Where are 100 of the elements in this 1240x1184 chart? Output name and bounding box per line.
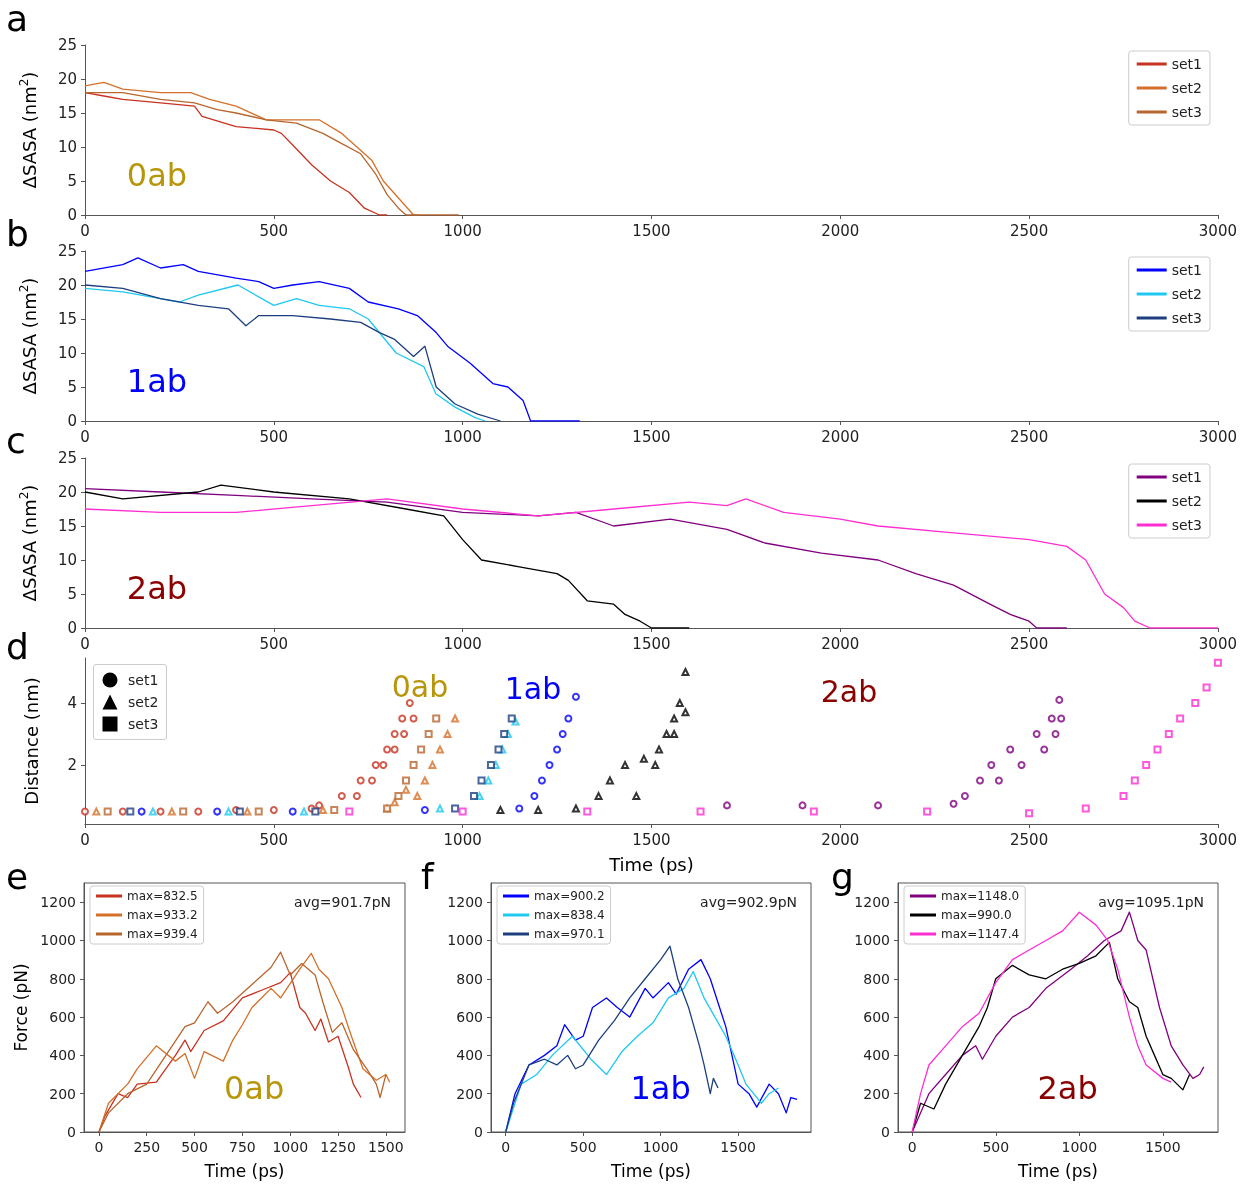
legend-label: set2 [1171, 286, 1203, 302]
y-tick-label: 2 [67, 756, 77, 775]
chart-title: f [421, 855, 435, 897]
annotation: 1ab [504, 670, 562, 706]
y-tick-label: 5 [67, 585, 77, 603]
x-tick-label: 2500 [1010, 634, 1049, 653]
y-tick-label: 10 [57, 344, 77, 362]
annotation: 2ab [1037, 1069, 1098, 1107]
y-axis-title: Force (pN) [10, 963, 31, 1052]
x-tick-label: 2000 [821, 427, 860, 446]
y-tick-label: 1000 [40, 932, 76, 949]
legend-label: max=990.0 [941, 908, 1012, 922]
y-tick-label: 10 [57, 138, 77, 156]
legend-label: max=970.1 [534, 927, 605, 941]
y-tick-label: 20 [57, 483, 77, 501]
chart-title: g [831, 855, 854, 897]
annotation: 0ab [391, 668, 449, 704]
legend-label: set3 [1171, 517, 1203, 533]
y-tick-label: 15 [57, 517, 77, 535]
y-tick-label: 0 [67, 206, 77, 224]
y-tick-label: 800 [456, 970, 483, 987]
x-tick-label: 0 [80, 427, 90, 446]
y-tick-label: 25 [57, 36, 77, 54]
y-tick-label: 400 [49, 1047, 76, 1064]
x-axis-title: Time (ps) [203, 1160, 285, 1181]
x-tick-label: 500 [259, 221, 289, 240]
legend-label: set3 [1171, 310, 1203, 326]
x-tick-label: 1000 [272, 1139, 309, 1155]
y-tick-label: 1000 [854, 932, 890, 949]
y-axis-title: ΔSASA (nm2) [17, 484, 40, 602]
x-tick-label: 500 [259, 427, 289, 446]
x-tick-label: 2000 [821, 221, 860, 240]
chart-title: c [6, 419, 26, 461]
y-tick-label: 10 [57, 551, 77, 569]
x-tick-label: 3000 [1198, 427, 1238, 446]
x-tick-label: 500 [982, 1139, 1010, 1155]
x-tick-label: 2000 [821, 634, 860, 653]
y-tick-label: 0 [474, 1124, 483, 1140]
legend-label: max=933.2 [127, 908, 198, 922]
x-tick-label: 0 [94, 1139, 104, 1155]
y-tick-label: 20 [57, 70, 77, 88]
y-tick-label: 400 [863, 1047, 890, 1064]
y-tick-label: 20 [57, 276, 77, 294]
y-tick-label: 1000 [447, 932, 483, 949]
y-tick-label: 800 [863, 970, 890, 987]
x-tick-label: 500 [181, 1139, 208, 1155]
y-tick-label: 1200 [447, 894, 483, 911]
x-axis-title: Time (ps) [608, 853, 694, 875]
legend-label: set1 [1171, 262, 1203, 278]
annotation: 0ab [223, 1069, 285, 1107]
y-tick-label: 600 [49, 1009, 76, 1026]
y-tick-label: 1200 [40, 894, 76, 911]
chart-title: a [6, 0, 29, 39]
y-tick-label: 15 [57, 104, 77, 122]
y-tick-label: 25 [57, 449, 77, 467]
x-tick-label: 1000 [1061, 1139, 1098, 1155]
x-tick-label: 2500 [1010, 221, 1049, 240]
y-tick-label: 200 [49, 1085, 76, 1102]
y-tick-label: 800 [49, 970, 76, 987]
y-axis-title: Distance (nm) [20, 677, 42, 805]
y-tick-label: 0 [881, 1124, 890, 1140]
legend-label: max=900.2 [534, 889, 605, 903]
y-tick-label: 4 [67, 693, 77, 712]
y-tick-label: 0 [67, 1124, 76, 1140]
x-tick-label: 1500 [632, 427, 671, 446]
annotation: avg=1095.1pN [1098, 894, 1204, 910]
legend-label: set2 [1171, 80, 1203, 96]
y-tick-label: 600 [456, 1009, 483, 1026]
y-tick-label: 200 [456, 1085, 483, 1102]
x-tick-label: 3000 [1198, 221, 1238, 240]
y-tick-label: 5 [67, 378, 77, 396]
legend-label: set2 [1171, 493, 1203, 509]
y-axis-title: ΔSASA (nm2) [17, 277, 40, 395]
x-tick-label: 1250 [320, 1139, 356, 1155]
x-tick-label: 1500 [632, 634, 671, 653]
y-tick-label: 0 [67, 412, 77, 430]
annotation: 2ab [820, 673, 878, 709]
x-tick-label: 1500 [368, 1139, 404, 1155]
x-axis-title: Time (ps) [610, 1160, 691, 1181]
annotation: set1 [128, 671, 159, 690]
x-tick-label: 0 [907, 1139, 917, 1155]
x-tick-label: 1000 [642, 1139, 679, 1155]
x-tick-label: 1500 [720, 1139, 756, 1155]
x-tick-label: 1500 [632, 830, 671, 849]
x-tick-label: 500 [569, 1139, 597, 1155]
x-tick-label: 1500 [632, 221, 671, 240]
x-tick-label: 2500 [1010, 830, 1049, 849]
x-tick-label: 0 [80, 830, 90, 849]
legend-label: max=939.4 [127, 927, 198, 941]
annotation: set2 [128, 693, 159, 712]
legend-label: set3 [1171, 104, 1203, 120]
y-tick-label: 0 [67, 619, 77, 637]
annotation: 0ab [126, 156, 188, 194]
annotation: 2ab [126, 569, 188, 607]
x-tick-label: 2000 [821, 830, 860, 849]
x-tick-label: 2500 [1010, 427, 1049, 446]
legend-label: max=838.4 [534, 908, 605, 922]
y-tick-label: 1200 [854, 894, 890, 911]
x-tick-label: 0 [80, 221, 90, 240]
x-tick-label: 3000 [1198, 634, 1238, 653]
